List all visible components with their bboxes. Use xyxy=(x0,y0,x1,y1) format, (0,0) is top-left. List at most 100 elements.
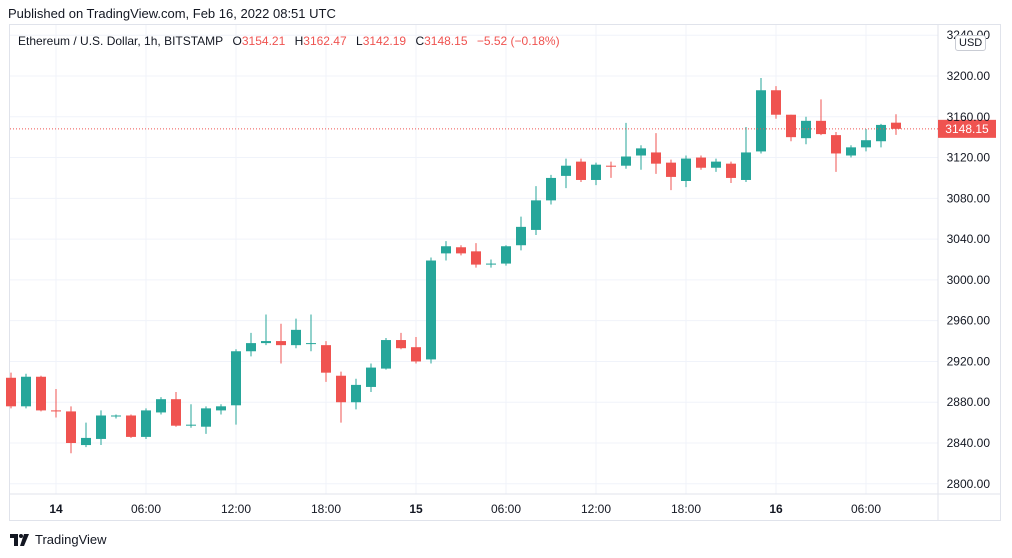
candle-38[interactable] xyxy=(576,158,586,183)
x-tick-label-2: 12:00 xyxy=(221,502,251,516)
candle-12[interactable] xyxy=(186,404,196,428)
candle-21[interactable] xyxy=(321,341,331,382)
candle-57[interactable] xyxy=(861,128,871,152)
footer-brand-label: TradingView xyxy=(35,532,107,547)
low-label: L xyxy=(356,34,363,48)
candle-15[interactable] xyxy=(231,349,241,425)
candle-body-23 xyxy=(351,384,361,403)
candle-body-47 xyxy=(711,161,721,168)
candle-24[interactable] xyxy=(366,363,376,393)
candle-body-9 xyxy=(141,410,151,437)
candle-42[interactable] xyxy=(636,145,646,170)
candle-26[interactable] xyxy=(396,332,406,350)
candle-4[interactable] xyxy=(66,406,76,454)
footer-brand[interactable]: TradingView xyxy=(10,532,107,547)
candle-56[interactable] xyxy=(846,145,856,158)
candle-body-59 xyxy=(891,122,901,129)
candle-3[interactable] xyxy=(51,388,61,418)
candle-body-21 xyxy=(321,345,331,373)
candle-32[interactable] xyxy=(486,259,496,268)
candle-body-49 xyxy=(741,152,751,180)
candle-27[interactable] xyxy=(411,336,421,364)
candle-50[interactable] xyxy=(756,78,766,154)
candle-33[interactable] xyxy=(501,245,511,266)
candle-body-3 xyxy=(51,410,61,412)
candle-44[interactable] xyxy=(666,159,676,191)
candle-0[interactable] xyxy=(6,372,16,409)
currency-badge[interactable]: USD xyxy=(955,35,987,51)
candle-39[interactable] xyxy=(591,162,601,186)
candle-54[interactable] xyxy=(816,99,826,136)
x-tick-label-6: 12:00 xyxy=(581,502,611,516)
candle-body-36 xyxy=(546,177,556,201)
x-tick-label-4: 15 xyxy=(409,502,423,516)
candle-20[interactable] xyxy=(306,314,316,352)
candle-body-13 xyxy=(201,408,211,427)
candle-11[interactable] xyxy=(171,392,181,427)
candle-14[interactable] xyxy=(216,404,226,415)
x-tick-label-3: 18:00 xyxy=(311,502,341,516)
candle-1[interactable] xyxy=(21,373,31,409)
candle-body-22 xyxy=(336,375,346,403)
candle-35[interactable] xyxy=(531,186,541,236)
candle-41[interactable] xyxy=(621,122,631,169)
candle-body-34 xyxy=(516,226,526,246)
tradingview-logo-icon xyxy=(10,533,29,546)
candle-59[interactable] xyxy=(891,114,901,135)
y-tick-label-0: 2800.00 xyxy=(947,477,991,491)
candle-17[interactable] xyxy=(261,314,271,346)
candle-40[interactable] xyxy=(606,161,616,178)
candle-31[interactable] xyxy=(471,243,481,268)
y-tick-label-4: 2960.00 xyxy=(947,314,991,328)
candle-51[interactable] xyxy=(771,86,781,119)
candle-46[interactable] xyxy=(696,155,706,170)
candle-23[interactable] xyxy=(351,378,361,410)
candle-8[interactable] xyxy=(126,414,136,438)
x-tick-label-8: 16 xyxy=(769,502,783,516)
candle-29[interactable] xyxy=(441,241,451,261)
candle-body-40 xyxy=(606,165,616,167)
candle-2[interactable] xyxy=(36,375,46,412)
candle-25[interactable] xyxy=(381,338,391,370)
candle-7[interactable] xyxy=(111,414,121,419)
candle-body-29 xyxy=(441,246,451,254)
candle-16[interactable] xyxy=(246,332,256,357)
candle-body-37 xyxy=(561,165,571,176)
candle-body-54 xyxy=(816,120,826,135)
candle-18[interactable] xyxy=(276,323,286,364)
price-axis: 2800.00 2840.00 2880.00 2920.00 2960.00 3000.… xyxy=(947,28,991,491)
candle-10[interactable] xyxy=(156,397,166,415)
candle-53[interactable] xyxy=(801,116,811,145)
candle-19[interactable] xyxy=(291,318,301,349)
candle-5[interactable] xyxy=(81,422,91,448)
candle-45[interactable] xyxy=(681,155,691,188)
candle-52[interactable] xyxy=(786,114,796,142)
x-tick-label-1: 06:00 xyxy=(131,502,161,516)
time-axis: 14 06:00 12:00 18:00 15 06:00 12:00 18:00 16 06:0… xyxy=(49,502,881,516)
candle-47[interactable] xyxy=(711,158,721,172)
candle-36[interactable] xyxy=(546,174,556,205)
candle-58[interactable] xyxy=(876,123,886,148)
candle-9[interactable] xyxy=(141,408,151,439)
candle-34[interactable] xyxy=(516,216,526,251)
candle-28[interactable] xyxy=(426,257,436,364)
candle-43[interactable] xyxy=(651,133,661,174)
close-value: 3148.15 xyxy=(424,34,468,48)
candle-body-24 xyxy=(366,367,376,387)
candle-48[interactable] xyxy=(726,161,736,184)
candle-body-41 xyxy=(621,156,631,166)
candle-body-12 xyxy=(186,424,196,426)
candle-body-27 xyxy=(411,347,421,362)
candle-13[interactable] xyxy=(201,406,211,434)
candle-body-30 xyxy=(456,247,466,254)
candle-body-14 xyxy=(216,406,226,411)
candle-body-42 xyxy=(636,148,646,156)
candle-49[interactable] xyxy=(741,126,751,183)
candle-37[interactable] xyxy=(561,158,571,189)
candle-6[interactable] xyxy=(96,410,106,446)
candle-22[interactable] xyxy=(336,371,346,423)
x-tick-label-5: 06:00 xyxy=(491,502,521,516)
candle-30[interactable] xyxy=(456,245,466,256)
candle-55[interactable] xyxy=(831,132,841,172)
